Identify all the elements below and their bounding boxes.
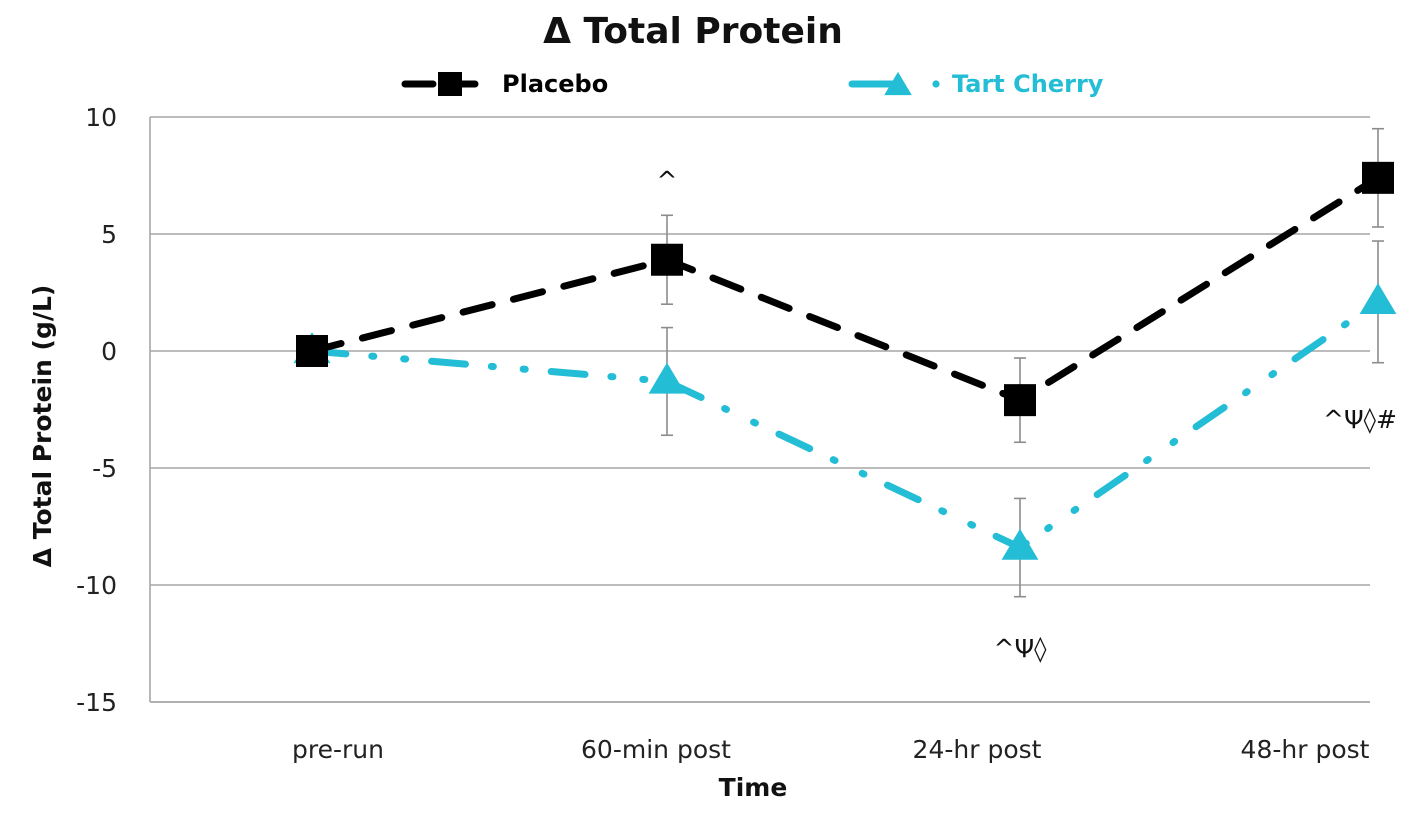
- y-tick-labels: 10 5 0 -5 -10 -15: [76, 103, 117, 717]
- marker-tart-cherry: [1359, 283, 1397, 315]
- y-tick-label: -15: [76, 688, 117, 717]
- legend: Placebo Tart Cherry: [401, 70, 1104, 98]
- significance-annotation: ^: [657, 166, 678, 195]
- significance-annotation: ^Ψ◊#: [1323, 405, 1397, 434]
- series-lines: [308, 174, 1382, 552]
- legend-marker-placebo: [438, 72, 462, 96]
- legend-label-tart-cherry: Tart Cherry: [952, 70, 1104, 98]
- error-bars: [661, 127, 1384, 598]
- x-tick-label: pre-run: [292, 735, 384, 764]
- legend-label-placebo: Placebo: [502, 70, 608, 98]
- x-tick-label: 48-hr post: [1241, 735, 1370, 764]
- marker-placebo: [296, 335, 328, 367]
- legend-marker-tart-cherry: [884, 71, 912, 96]
- series-line-placebo: [308, 174, 1382, 405]
- gridlines: [150, 116, 1370, 703]
- axes: [149, 117, 1370, 703]
- y-tick-label: 10: [85, 103, 117, 132]
- marker-placebo: [1004, 384, 1036, 417]
- y-tick-label: 0: [101, 337, 117, 366]
- marker-placebo: [651, 243, 683, 276]
- marker-tart-cherry: [648, 362, 686, 394]
- series-line-tart-cherry: [308, 298, 1382, 552]
- series-markers: [293, 161, 1397, 560]
- significance-annotation: ^Ψ◊: [994, 634, 1048, 663]
- y-axis-title: Δ Total Protein (g/L): [28, 285, 57, 568]
- x-tick-label: 24-hr post: [913, 735, 1042, 764]
- x-tick-labels: pre-run 60-min post 24-hr post 48-hr post: [292, 735, 1370, 764]
- chart-title: Δ Total Protein: [543, 11, 843, 52]
- marker-placebo: [1362, 161, 1394, 194]
- x-axis-title: Time: [719, 773, 788, 802]
- legend-dot-tart-cherry: [932, 80, 940, 88]
- x-tick-label: 60-min post: [581, 735, 731, 764]
- marker-tart-cherry: [1001, 528, 1039, 560]
- y-tick-label: -10: [76, 571, 117, 600]
- y-tick-label: 5: [101, 220, 117, 249]
- annotations: ^ ^Ψ◊ ^Ψ◊#: [657, 166, 1397, 663]
- y-tick-label: -5: [92, 454, 117, 483]
